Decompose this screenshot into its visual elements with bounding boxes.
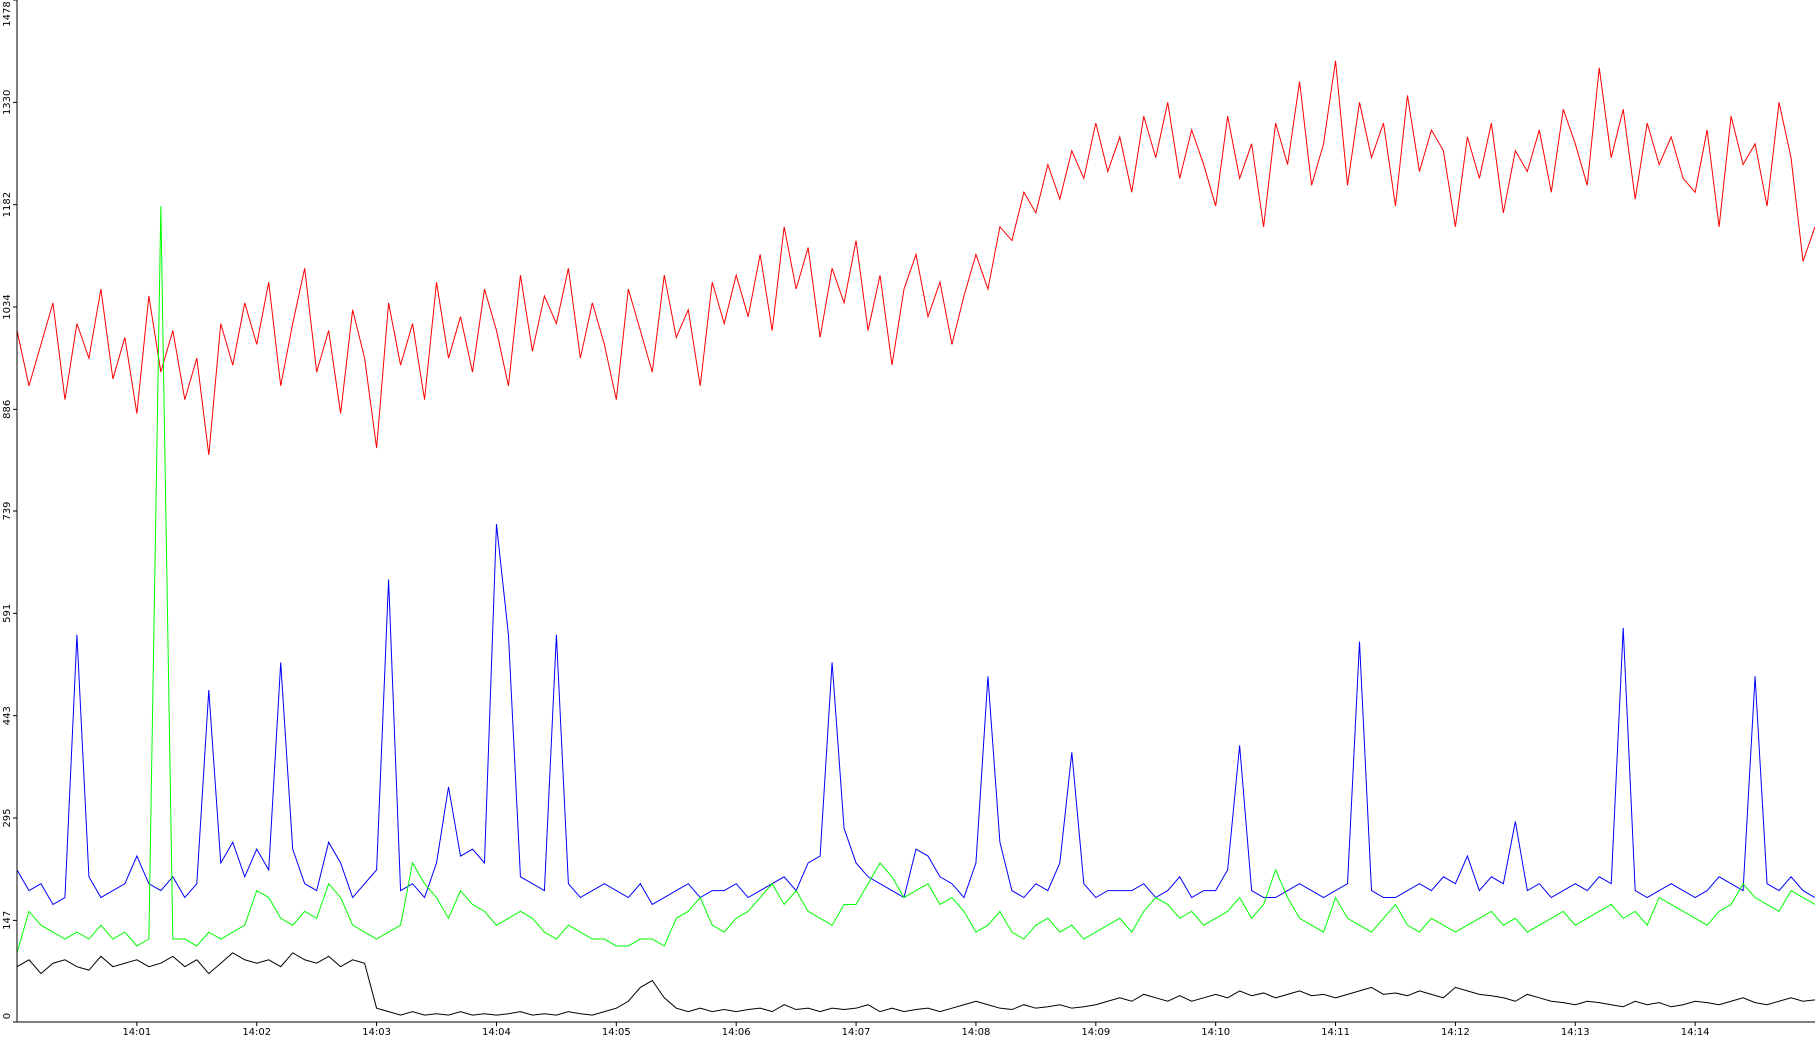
y-tick-label: 295: [2, 808, 13, 827]
x-tick-label: 14:01: [122, 1027, 151, 1038]
series-line: [16, 60, 1815, 456]
series-line: [16, 524, 1815, 906]
x-tick-label: 14:11: [1321, 1027, 1350, 1038]
x-tick-label: 14:07: [842, 1027, 871, 1038]
y-tick-label: 147: [2, 911, 13, 930]
x-tick-label: 14:10: [1201, 1027, 1230, 1038]
x-tick-label: 14:05: [602, 1027, 631, 1038]
y-tick-label: 0: [2, 1013, 13, 1019]
series-line: [16, 952, 1815, 1016]
y-tick-label: 1034: [2, 294, 13, 319]
y-tick-label: 1182: [2, 192, 13, 217]
x-tick-label: 14:04: [482, 1027, 511, 1038]
y-tick-label: 1330: [2, 90, 13, 115]
x-tick-label: 14:06: [722, 1027, 751, 1038]
x-tick-label: 14:13: [1561, 1027, 1590, 1038]
y-tick-label: 1478: [2, 1, 13, 26]
y-tick-label: 443: [2, 706, 13, 725]
x-tick-label: 14:12: [1441, 1027, 1470, 1038]
series-line: [16, 206, 1815, 953]
x-tick-label: 14:14: [1681, 1027, 1710, 1038]
x-tick-label: 14:03: [362, 1027, 391, 1038]
y-tick-label: 591: [2, 604, 13, 623]
x-tick-label: 14:09: [1081, 1027, 1110, 1038]
x-tick-label: 14:02: [242, 1027, 271, 1038]
y-tick-label: 739: [2, 501, 13, 520]
x-tick-label: 14:08: [962, 1027, 991, 1038]
y-tick-label: 886: [2, 400, 13, 419]
